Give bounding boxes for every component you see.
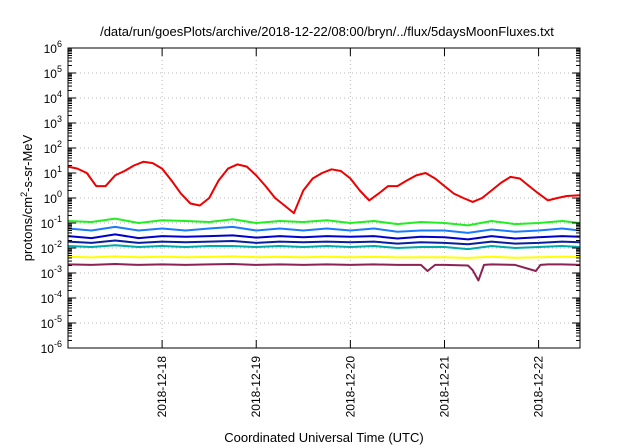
series-line-2 (67, 217, 581, 227)
y-tick-label: 104 (44, 89, 62, 106)
x-axis-label: Coordinated Universal Time (UTC) (224, 430, 423, 445)
x-tick-label: 2018-12-21 (437, 356, 451, 418)
y-axis-label-rest: -s-sr-MeV (20, 134, 35, 191)
series-line-1 (67, 160, 581, 215)
series-line-4 (67, 233, 581, 241)
y-tick-label: 105 (44, 64, 62, 81)
series-line-6 (67, 244, 581, 251)
series-line-5 (67, 239, 581, 246)
y-tick-label: 10-5 (41, 314, 62, 331)
y-axis-label: protons/cm2-s-sr-MeV (19, 134, 35, 261)
y-tick-label: 106 (44, 39, 62, 56)
y-tick-label: 10-2 (41, 239, 62, 256)
y-tick-label: 10-6 (41, 339, 62, 356)
series-layer (67, 160, 581, 282)
y-tick-label: 10-4 (41, 289, 62, 306)
x-tick-label: 2018-12-22 (532, 356, 546, 418)
y-tick-label: 10-1 (41, 214, 62, 231)
y-axis-label-base: protons/cm (20, 197, 35, 261)
x-tick-label: 2018-12-18 (155, 356, 169, 418)
grid-lines (68, 48, 580, 348)
y-axis-label-exp: 2 (19, 192, 29, 197)
series-line-7 (67, 255, 581, 259)
ticks: 10-6 10-5 10-4 10-3 10-2 10-1 100 101 102 103 104 1… (41, 39, 580, 417)
x-tick-label: 2018-12-20 (343, 356, 357, 418)
y-tick-label: 100 (44, 189, 62, 206)
y-tick-label: 10-3 (41, 264, 62, 281)
x-tick-label: 2018-12-19 (249, 356, 263, 418)
series-line-3 (67, 225, 581, 234)
y-tick-label: 102 (44, 139, 62, 156)
y-tick-label: 103 (44, 114, 62, 131)
y-tick-label: 101 (44, 164, 62, 181)
chart-title: /data/run/goesPlots/archive/2018-12-22/0… (100, 24, 554, 39)
series-line-8 (67, 263, 581, 282)
